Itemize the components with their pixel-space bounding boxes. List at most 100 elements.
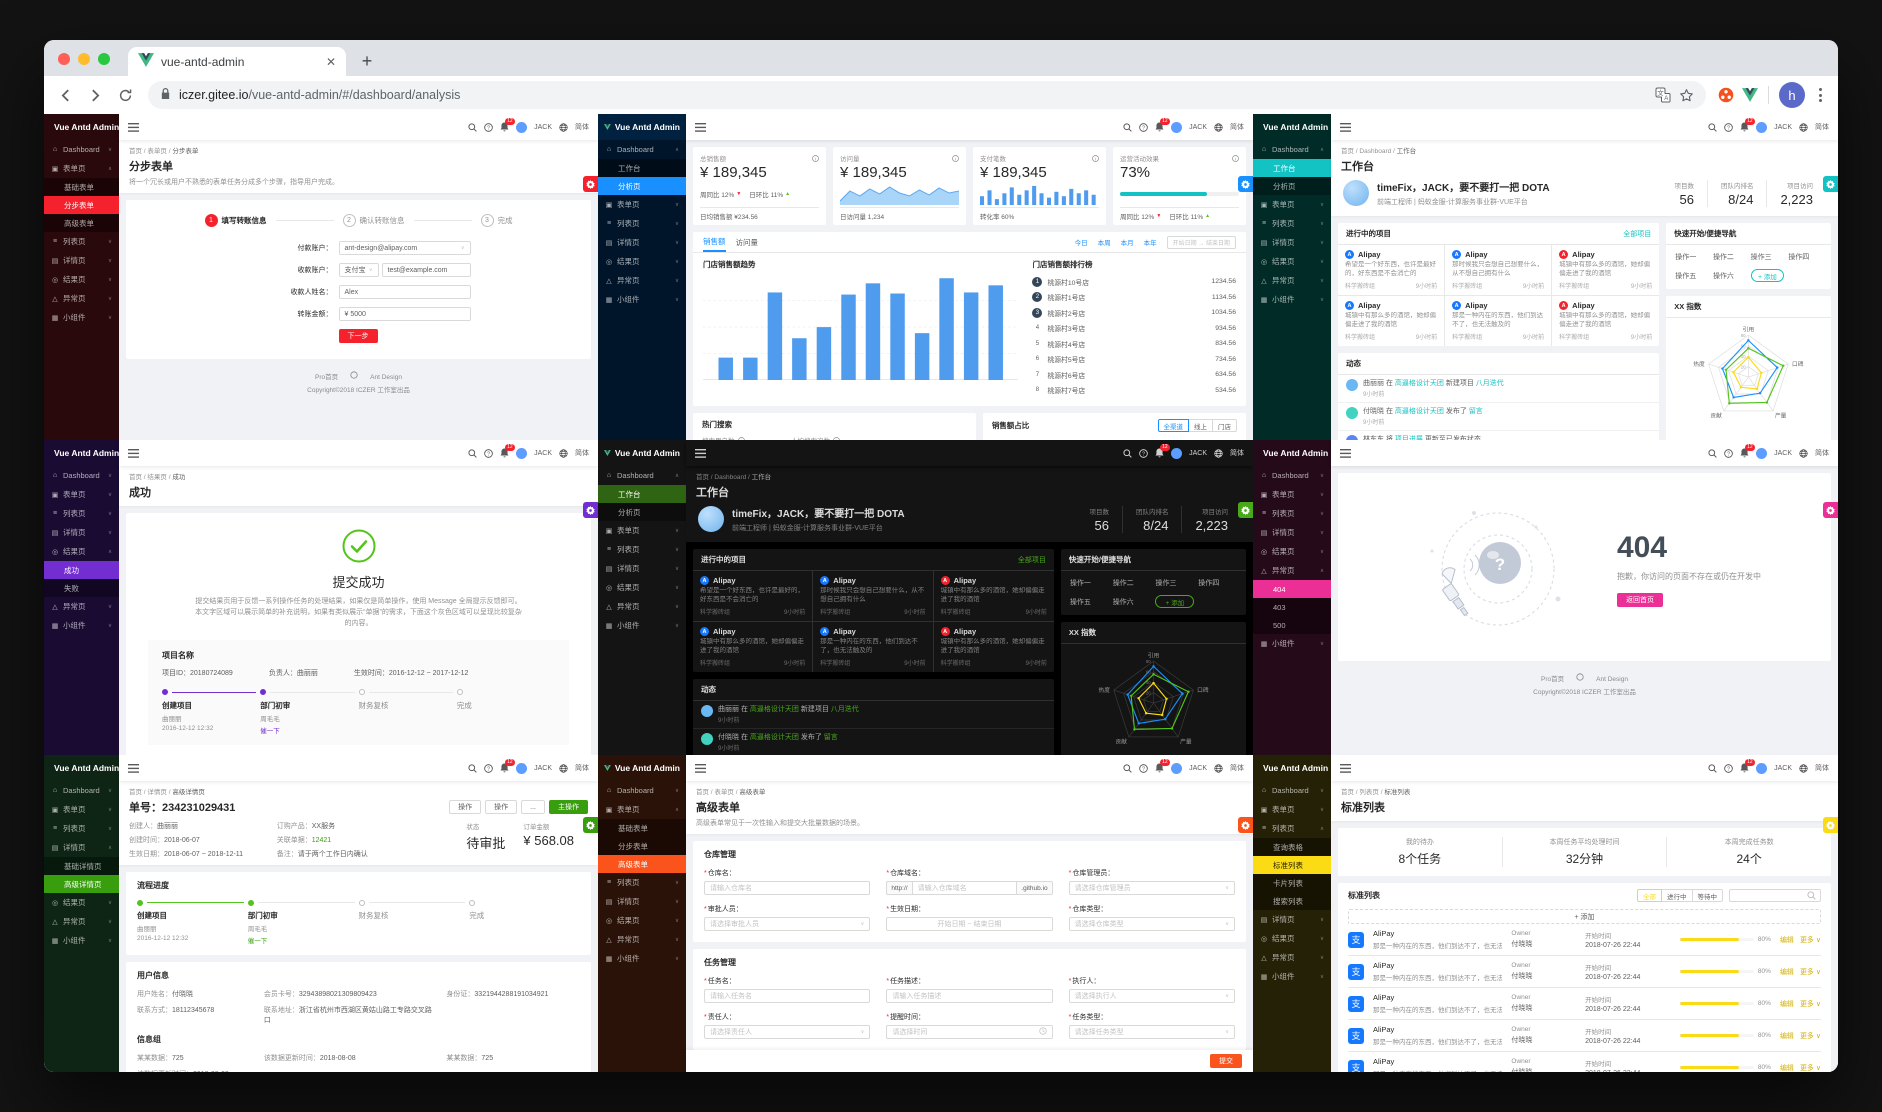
project-card[interactable]: A Alipay 城镇中有那么多的酒馆，她却偏偏走进了我的酒馆 科学搬砖组 9小时前 [933, 571, 1054, 622]
input-任务名[interactable]: 请输入任务名 [704, 989, 871, 1003]
theme-settings-button[interactable] [1823, 176, 1838, 192]
help-icon[interactable]: ? [484, 448, 493, 458]
sidebar-subitem-高级详情页[interactable]: 高级详情页 [44, 875, 119, 893]
user-avatar[interactable] [1756, 447, 1768, 459]
sidebar-item-列表页[interactable]: ≡ 列表页 ∧ [1261, 824, 1324, 833]
search-icon[interactable] [1708, 448, 1717, 458]
sidebar-item-列表页[interactable]: ≡ 列表页 ∨ [1261, 509, 1324, 518]
browser-tab[interactable]: vue-antd-admin ✕ [128, 47, 346, 76]
activity-link[interactable]: 八月迭代 [1475, 380, 1504, 387]
op-link-操作三[interactable]: 操作三 [1750, 254, 1772, 261]
submit-button[interactable]: 提交 [1210, 1054, 1242, 1068]
sidebar-item-小组件[interactable]: ▦ 小组件 ∨ [51, 313, 112, 322]
sidebar-item-Dashboard[interactable]: ⌂ Dashboard ∨ [1261, 786, 1324, 795]
sidebar-item-详情页[interactable]: ▤ 详情页 ∨ [1260, 238, 1324, 247]
sidebar-item-表单页[interactable]: ▣ 表单页 ∨ [605, 200, 679, 209]
language-globe-icon[interactable] [559, 122, 568, 132]
extension-orange-icon[interactable] [1718, 87, 1734, 103]
select-payment-type[interactable]: 支付宝 ∨ [338, 263, 379, 277]
op-link-操作六[interactable]: 操作六 [1712, 272, 1734, 280]
theme-settings-button[interactable] [583, 502, 598, 518]
help-icon[interactable]: ? [1139, 448, 1148, 458]
sidebar-item-Dashboard[interactable]: ⌂ Dashboard ∧ [606, 145, 679, 154]
search-icon[interactable] [468, 763, 477, 773]
activity-link[interactable]: 高逼格设计天团 [1394, 380, 1444, 387]
pie-mode-门店[interactable]: 门店 [1213, 419, 1237, 432]
language-label[interactable]: 简体 [575, 765, 589, 772]
sidebar-item-异常页[interactable]: △ 异常页 ∨ [1261, 276, 1324, 285]
sidebar-item-结果页[interactable]: ◎ 结果页 ∨ [605, 257, 679, 266]
project-card[interactable]: A Alipay 那是一种内在的东西，他们到达不了，也无法触及的 科学搬砖组 9小时… [813, 622, 934, 672]
language-label[interactable]: 简体 [575, 124, 589, 131]
menu-fold-icon[interactable] [128, 763, 139, 773]
sidebar-item-异常页[interactable]: △ 异常页 ∨ [52, 294, 112, 303]
sidebar-item-异常页[interactable]: △ 异常页 ∨ [606, 935, 679, 944]
action-button-1[interactable]: 操作 [485, 800, 518, 814]
edit-link[interactable]: 编辑 [1779, 936, 1794, 944]
zoom-window-button[interactable] [98, 53, 110, 65]
edit-link[interactable]: 编辑 [1779, 1064, 1794, 1072]
language-globe-icon[interactable] [1214, 448, 1223, 458]
sidebar-item-小组件[interactable]: ▦ 小组件 ∨ [1260, 295, 1324, 304]
language-globe-icon[interactable] [1799, 448, 1808, 458]
sidebar-item-异常页[interactable]: △ 异常页 ∨ [1261, 953, 1324, 962]
footer-link-pro[interactable]: Pro首页 [1541, 676, 1565, 683]
user-avatar[interactable] [1171, 447, 1183, 459]
project-card[interactable]: A Alipay 那时候我只会想自己想要什么，从不想自己拥有什么 科学搬砖组 9小时… [813, 571, 934, 622]
github-icon[interactable] [1576, 673, 1584, 681]
search-icon[interactable] [1123, 122, 1132, 132]
sidebar-item-列表页[interactable]: ≡ 列表页 ∨ [52, 237, 112, 246]
help-icon[interactable]: ? [484, 122, 493, 132]
sidebar-item-表单页[interactable]: ▣ 表单页 ∨ [1260, 200, 1324, 209]
time-提醒时间[interactable]: 请选择时间 [886, 1025, 1053, 1039]
reload-button[interactable] [114, 84, 136, 106]
sidebar-item-结果页[interactable]: ◎ 结果页 ∨ [1260, 257, 1324, 266]
activity-link[interactable]: 留言 [1468, 408, 1483, 416]
input-收款账户：[interactable]: test@example.com [381, 263, 471, 277]
language-label[interactable]: 简体 [1815, 450, 1829, 457]
more-link[interactable]: 更多 ∨ [1799, 1032, 1822, 1040]
app-logo[interactable]: Vue Antd Admin [1253, 755, 1331, 781]
theme-settings-button[interactable] [1823, 817, 1838, 833]
sidebar-item-小组件[interactable]: ▦ 小组件 ∨ [51, 621, 112, 630]
op-link-操作二[interactable]: 操作二 [1112, 580, 1134, 587]
sidebar-item-小组件[interactable]: ▦ 小组件 ∨ [605, 954, 679, 963]
op-link-操作四[interactable]: 操作四 [1788, 254, 1810, 261]
app-logo[interactable]: Vue Antd Admin [44, 440, 119, 466]
back-button[interactable] [54, 84, 76, 106]
sidebar-item-异常页[interactable]: △ 异常页 ∨ [606, 276, 679, 285]
sidebar-subitem-卡片列表[interactable]: 卡片列表 [1253, 874, 1331, 892]
app-logo[interactable]: Vue Antd Admin [44, 114, 119, 140]
theme-settings-button[interactable] [1823, 502, 1838, 518]
app-logo[interactable]: Vue Antd Admin [598, 440, 686, 466]
nudge-link[interactable]: 催一下 [247, 938, 268, 945]
project-card[interactable]: A Alipay 城镇中有那么多的酒馆，她却偏偏走进了我的酒馆 科学搬砖组 9小时前 [1552, 245, 1660, 296]
language-label[interactable]: 简体 [1230, 124, 1244, 131]
footer-link-pro[interactable]: Pro首页 [315, 374, 339, 381]
select-审批人员[interactable]: 请选择审批人员 ∨ [704, 917, 871, 931]
sidebar-item-小组件[interactable]: ▦ 小组件 ∨ [1260, 639, 1324, 648]
project-card[interactable]: A Alipay 希望是一个好东西，也许是最好的，好东西是不会消亡的 科学搬砖组 9… [1338, 245, 1446, 296]
edit-link[interactable]: 编辑 [1779, 1000, 1794, 1008]
sidebar-item-详情页[interactable]: ▤ 详情页 ∨ [51, 256, 112, 265]
app-logo[interactable]: Vue Antd Admin [598, 755, 686, 781]
browser-menu-icon[interactable] [1813, 88, 1828, 102]
op-link-操作六[interactable]: 操作六 [1112, 598, 1134, 606]
sidebar-item-结果页[interactable]: ◎ 结果页 ∨ [51, 898, 112, 907]
sidebar-item-详情页[interactable]: ▤ 详情页 ∨ [1260, 528, 1324, 537]
notification-bell-icon[interactable]: 12 [1155, 118, 1170, 132]
notification-bell-icon[interactable]: 12 [1740, 444, 1755, 458]
bookmark-star-icon[interactable] [1679, 88, 1694, 103]
footer-link-ant[interactable]: Ant Design [370, 374, 402, 381]
op-link-操作一[interactable]: 操作一 [1069, 580, 1091, 587]
sidebar-subitem-分析页[interactable]: 分析页 [1253, 177, 1331, 195]
add-button[interactable]: + 添加 [1750, 269, 1785, 282]
close-window-button[interactable] [58, 53, 70, 65]
date-range-picker[interactable]: 开始日期 → 结束日期 [1166, 235, 1236, 249]
sidebar-item-异常页[interactable]: △ 异常页 ∨ [606, 602, 679, 611]
sidebar-item-Dashboard[interactable]: ⌂ Dashboard ∨ [52, 471, 112, 480]
user-avatar[interactable] [516, 762, 528, 774]
